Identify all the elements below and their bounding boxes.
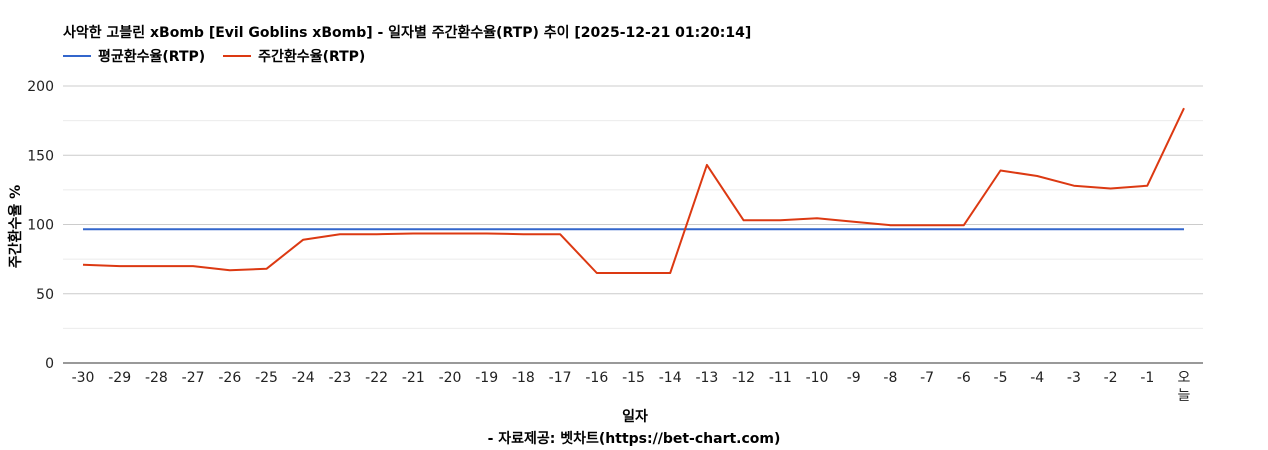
x-tick-label: -30 — [72, 370, 95, 386]
x-tick-label: -24 — [292, 370, 315, 386]
x-tick-label: -12 — [732, 370, 755, 386]
x-axis-label: 일자 — [622, 409, 648, 425]
x-tick-label: -7 — [920, 370, 934, 386]
chart-title: 사악한 고블린 xBomb [Evil Goblins xBomb] - 일자별… — [63, 25, 752, 41]
x-tick-label: -2 — [1104, 370, 1118, 386]
x-tick-label: -5 — [994, 370, 1008, 386]
legend-label-weekly: 주간환수율(RTP) — [258, 49, 366, 65]
x-tick-label: -8 — [883, 370, 897, 386]
x-tick-label: -16 — [585, 370, 608, 386]
x-tick-label: -6 — [957, 370, 971, 386]
y-tick-label: 150 — [27, 148, 54, 164]
source-credit: - 자료제공: 벳차트(https://bet-chart.com) — [487, 431, 781, 447]
y-tick-label: 0 — [45, 356, 54, 372]
x-tick-label: -21 — [402, 370, 425, 386]
x-tick-label: -28 — [145, 370, 168, 386]
legend: 평균환수율(RTP) 주간환수율(RTP) — [63, 46, 383, 66]
x-axis-ticks: -30 -29 -28 -27 -26 -25 -24 -23 -22 -21 -20 -19 -18-… — [72, 370, 1191, 404]
series-line-weekly[interactable] — [82, 107, 1185, 274]
x-tick-label: -27 — [182, 370, 205, 386]
x-tick-label: -4 — [1030, 370, 1044, 386]
y-axis-label: 주간환수율 % — [7, 185, 24, 268]
x-tick-label: -10 — [806, 370, 829, 386]
y-tick-label: 200 — [27, 79, 54, 95]
x-tick-label: -19 — [475, 370, 498, 386]
y-tick-label: 50 — [36, 287, 54, 303]
x-tick-label: -23 — [328, 370, 351, 386]
x-tick-label: -11 — [769, 370, 792, 386]
legend-swatch-weekly — [223, 55, 252, 57]
x-tick-label: -13 — [695, 370, 718, 386]
x-tick-label: -26 — [218, 370, 241, 386]
x-tick-label: -17 — [549, 370, 572, 386]
x-tick-label: -18 — [512, 370, 535, 386]
x-tick-label: -14 — [659, 370, 682, 386]
gridlines — [63, 85, 1203, 329]
x-tick-label: -25 — [255, 370, 278, 386]
legend-item-average[interactable]: 평균환수율(RTP) — [63, 46, 205, 66]
y-axis-ticks: 0 50 100 150 200 — [27, 79, 54, 372]
x-tick-label: -3 — [1067, 370, 1081, 386]
y-tick-label: 100 — [27, 218, 54, 234]
x-tick-label: -22 — [365, 370, 388, 386]
x-tick-label: -1 — [1140, 370, 1154, 386]
x-tick-label: -29 — [108, 370, 131, 386]
legend-swatch-average — [63, 55, 91, 57]
legend-label-average: 평균환수율(RTP) — [98, 49, 206, 65]
x-tick-label: -15 — [622, 370, 645, 386]
legend-item-weekly[interactable]: 주간환수율(RTP) — [223, 46, 365, 66]
x-tick-label: -20 — [439, 370, 462, 386]
x-tick-label: -9 — [847, 370, 861, 386]
series-lines — [82, 107, 1185, 274]
